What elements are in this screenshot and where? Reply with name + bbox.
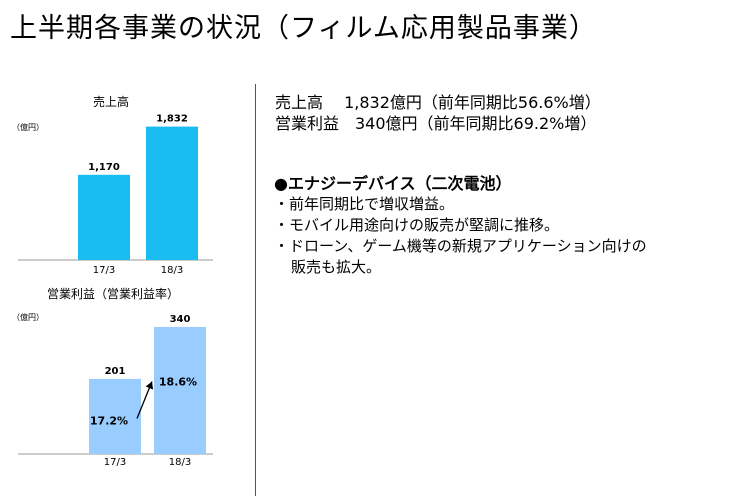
sales-chart: 1,170 17/3 1,832 18/3 (18, 114, 213, 276)
segment-bullet: ・ドローン、ゲーム機等の新規アプリケーション向けの (274, 237, 647, 255)
segment-bullet: ・モバイル用途向けの販売が堅調に推移。 (274, 216, 560, 234)
profit-value-label: 340 (170, 314, 191, 325)
profit-value-label: 201 (105, 366, 126, 377)
sales-bar (146, 126, 198, 260)
sales-value-label: 1,832 (156, 114, 188, 125)
profit-bar (154, 326, 206, 454)
summary-block: 売上高 1,832億円（前年同期比56.6%増） 営業利益 340億円（前年同期… (275, 92, 601, 134)
vertical-divider (255, 84, 256, 496)
segment-heading: ●エナジーデバイス（二次電池） (274, 174, 512, 193)
sales-summary: 売上高 1,832億円（前年同期比56.6%増） (275, 93, 601, 112)
sales-chart-title: 売上高 (93, 94, 129, 109)
segment-bullet: ・前年同期比で増収増益。 (274, 195, 455, 213)
sales-unit-label: （億円） (12, 122, 44, 132)
sales-bar (78, 174, 130, 260)
profit-summary: 営業利益 340億円（前年同期比69.2%増） (275, 114, 597, 133)
margin-arrow-head (145, 381, 154, 390)
segment-bullet-continuation: 販売も拡大。 (291, 258, 382, 276)
profit-chart-title: 営業利益（営業利益率） (47, 286, 179, 301)
profit-category-label: 17/3 (104, 457, 126, 468)
sales-value-label: 1,170 (88, 162, 120, 173)
page-title: 上半期各事業の状況（フィルム応用製品事業） (10, 13, 597, 44)
sales-category-label: 18/3 (161, 265, 183, 276)
profit-category-label: 18/3 (169, 457, 191, 468)
sales-category-label: 17/3 (93, 265, 115, 276)
margin-label: 17.2% (90, 414, 128, 427)
charts-canvas: 売上高 （億円） 営業利益（営業利益率） （億円） 1,170 17/3 1,832… (12, 94, 213, 468)
margin-label: 18.6% (159, 375, 197, 388)
profit-chart: 201 17/3 340 18/3 17.2% 18.6% (18, 314, 213, 468)
segment-block: ●エナジーデバイス（二次電池） ・前年同期比で増収増益。 ・モバイル用途向けの販… (274, 173, 719, 278)
profit-unit-label: （億円） (12, 312, 44, 322)
profit-bar (89, 378, 141, 454)
